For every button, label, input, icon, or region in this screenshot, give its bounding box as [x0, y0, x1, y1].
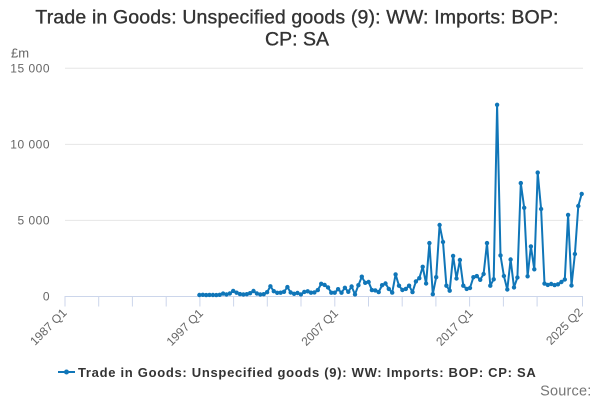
svg-text:10 000: 10 000: [10, 138, 50, 152]
svg-text:CP: SA: CP: SA: [265, 29, 329, 51]
svg-text:5 000: 5 000: [17, 214, 50, 228]
svg-text:Trade in Goods: Unspecified go: Trade in Goods: Unspecified goods (9): W…: [78, 365, 536, 380]
svg-text:Trade in Goods: Unspecified go: Trade in Goods: Unspecified goods (9): W…: [35, 7, 558, 29]
svg-text:Source:: Source:: [540, 383, 591, 399]
svg-text:0: 0: [43, 290, 50, 304]
svg-text:£m: £m: [11, 46, 29, 61]
svg-text:15 000: 15 000: [10, 62, 50, 76]
